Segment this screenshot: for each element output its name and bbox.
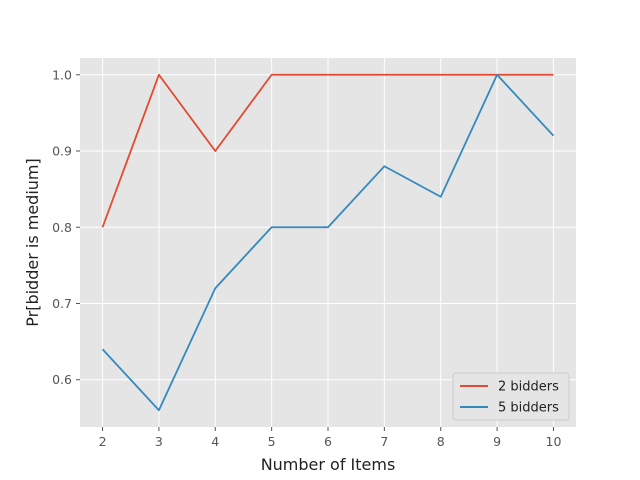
x-tick-label: 10 (546, 434, 562, 449)
x-tick-label: 9 (493, 434, 501, 449)
x-tick-label: 7 (380, 434, 388, 449)
y-tick-label: 1.0 (52, 67, 72, 82)
x-tick-label: 4 (211, 434, 219, 449)
y-tick-label: 0.8 (52, 220, 72, 235)
y-axis-label: Pr[bidder is medium] (23, 158, 42, 326)
series-lines (101, 73, 555, 412)
x-tick-label: 8 (437, 434, 445, 449)
legend-label-5-bidders: 5 bidders (498, 401, 559, 416)
legend-box (452, 372, 570, 421)
x-tick-label: 3 (155, 434, 163, 449)
series-line-5-bidders (101, 73, 555, 412)
x-tick-label: 2 (99, 434, 107, 449)
x-tick-label: 5 (268, 434, 276, 449)
legend: 2 bidders 5 bidders (452, 372, 570, 421)
y-tick-label: 0.7 (52, 296, 72, 311)
series-line-2-bidders (101, 73, 554, 228)
y-tick-label: 0.9 (52, 144, 72, 159)
y-tick-label: 0.6 (52, 372, 72, 387)
x-axis-label: Number of Items (261, 455, 396, 474)
x-tick-label: 6 (324, 434, 332, 449)
axis-ticks: 2 3 4 5 6 7 8 9 10 0.6 0.7 0.8 0.9 1.0 (52, 67, 561, 449)
legend-label-2-bidders: 2 bidders (498, 380, 559, 395)
